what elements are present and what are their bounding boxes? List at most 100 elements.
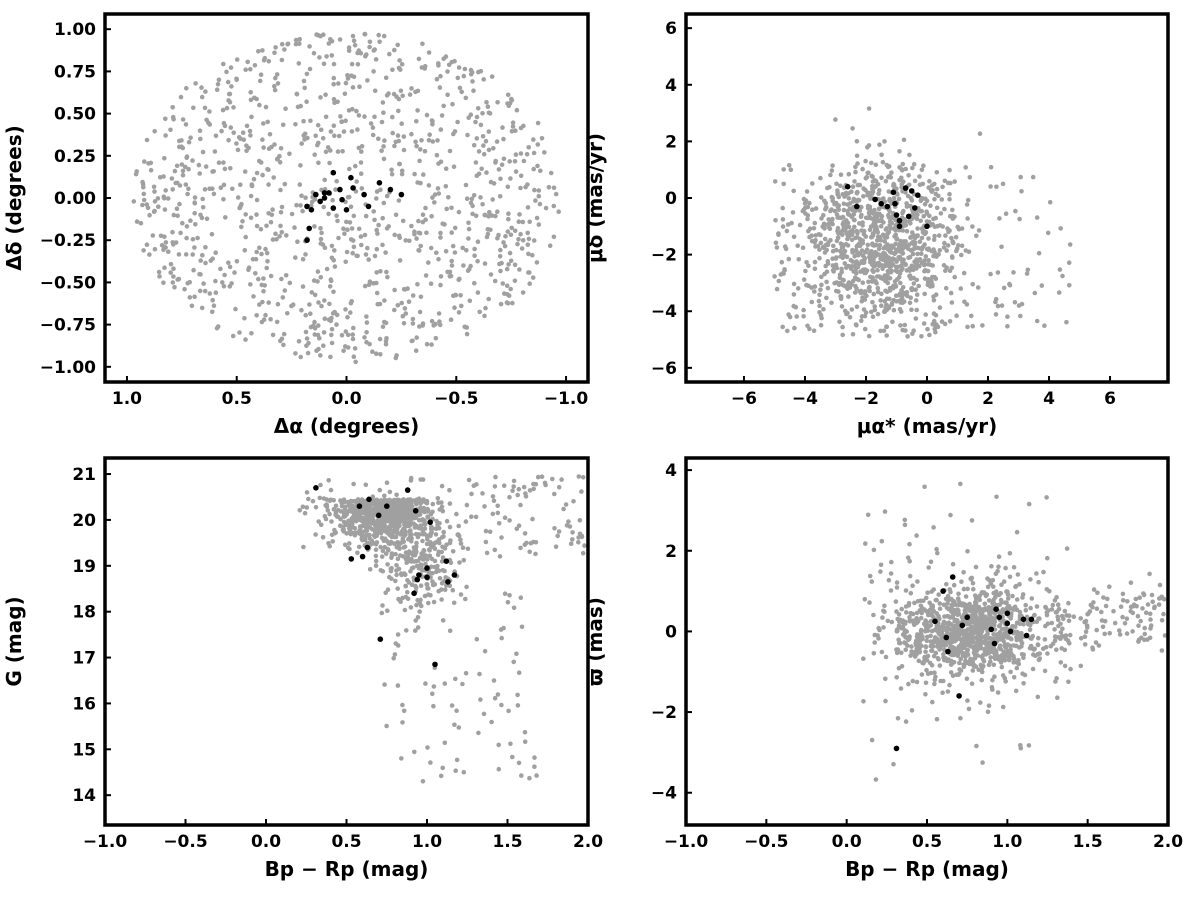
field-star-point [501,483,507,489]
field-star-point [571,499,576,504]
field-star-point [924,595,929,601]
field-star-point [327,284,333,289]
field-star-point [903,166,908,172]
field-star-point [390,114,395,120]
field-star-point [916,641,922,647]
field-star-point [533,198,538,203]
field-star-point [527,219,532,225]
field-star-point [171,266,176,272]
field-star-point [282,288,288,293]
field-star-point [807,200,812,206]
field-star-point [413,583,418,589]
field-star-point [440,508,446,514]
field-star-point [872,224,877,229]
field-star-point [293,351,298,356]
field-star-point [447,487,452,493]
field-star-point [488,179,494,185]
field-star-point [875,268,880,273]
field-star-point [351,244,357,250]
field-star-point [448,538,453,543]
field-star-point [941,652,946,657]
field-star-point [895,264,901,270]
field-star-point [1027,627,1033,633]
field-star-point [935,655,941,661]
field-star-point [192,210,197,216]
field-star-point [342,91,348,97]
field-star-point [373,547,379,552]
field-star-point [341,129,347,134]
field-star-point [932,181,937,187]
field-star-point [396,198,402,203]
field-star-point [991,584,996,589]
field-star-point [992,619,998,624]
field-star-point [274,237,279,242]
field-star-point [318,482,323,488]
field-star-point [510,124,516,129]
field-star-point [374,246,380,252]
field-star-point [308,324,314,330]
field-star-point [345,545,351,551]
field-star-point [381,110,386,115]
field-star-point [993,571,999,577]
field-star-point [1150,599,1155,605]
field-star-point [412,232,417,237]
field-star-point [896,274,902,280]
field-star-point [912,240,917,245]
field-star-point [437,521,442,526]
field-star-point [1050,602,1056,608]
field-star-point [869,579,875,584]
field-star-point [265,119,271,125]
field-star-point [983,652,989,657]
field-star-point [1159,648,1165,653]
field-star-point [456,532,461,537]
field-star-point [869,160,874,166]
field-star-point [200,196,205,202]
field-star-point [512,278,518,284]
field-star-point [879,303,884,309]
field-star-point [405,589,410,595]
field-star-point [229,84,234,89]
field-star-point [200,149,206,155]
field-star-point [1011,565,1017,570]
field-star-point [304,490,310,495]
field-star-point [783,246,789,252]
field-star-point [330,197,335,203]
member-point [893,212,900,218]
field-star-point [289,211,295,217]
field-star-point [1062,608,1068,614]
field-star-point [403,594,409,600]
field-star-point [428,524,434,529]
y-tick-label: 2 [665,132,677,152]
field-star-point [379,535,385,541]
field-star-point [535,142,541,147]
field-star-point [842,261,848,266]
field-star-point [491,498,497,504]
field-star-point [905,193,911,199]
field-star-point [481,77,487,82]
field-star-point [330,539,336,544]
field-star-point [398,571,404,576]
field-star-point [439,504,445,510]
field-star-point [316,32,321,38]
field-star-point [225,79,231,85]
field-star-point [842,248,848,254]
field-star-point [486,110,492,116]
field-star-point [464,325,470,330]
field-star-point [838,248,843,254]
field-star-point [182,164,188,170]
field-star-point [923,680,929,686]
field-star-point [995,303,1001,309]
field-star-point [515,492,520,498]
field-star-point [926,565,931,570]
field-star-point [516,486,522,492]
field-star-point [934,716,940,722]
field-star-point [350,85,356,90]
field-star-point [859,228,864,233]
field-star-point [395,556,401,562]
field-star-point [375,498,380,503]
field-star-point [439,549,445,555]
field-star-point [964,202,970,207]
field-star-point [772,274,777,279]
field-star-point [570,537,575,542]
field-star-point [1091,600,1096,605]
